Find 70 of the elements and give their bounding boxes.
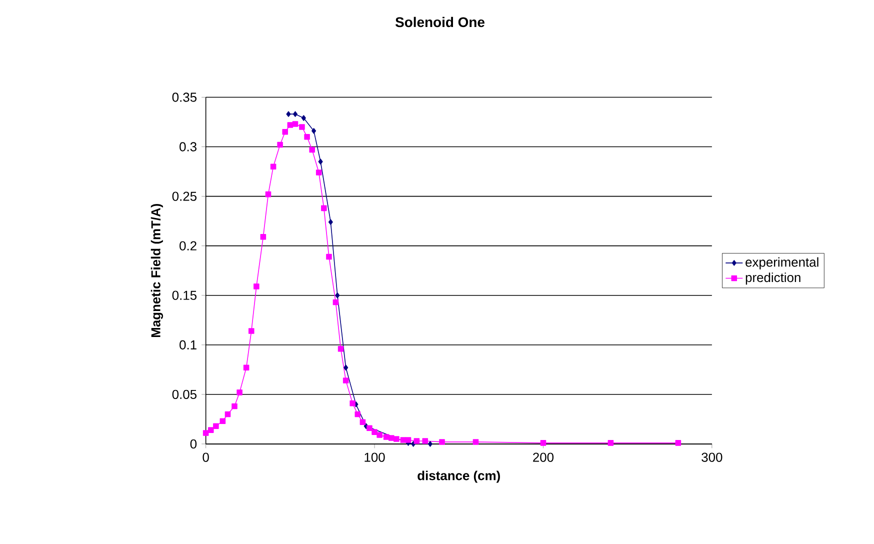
point (608, 440, 614, 446)
point (388, 435, 394, 441)
point (338, 346, 344, 352)
y-axis-title: Magnetic Field (mT/A) (150, 204, 164, 338)
point (254, 284, 260, 290)
point (360, 419, 366, 426)
point (301, 115, 306, 121)
point (286, 111, 291, 117)
point (232, 403, 238, 410)
point (292, 121, 298, 127)
point (344, 364, 348, 371)
point (414, 438, 420, 444)
chart-title: Solenoid One (395, 16, 484, 28)
point (439, 439, 445, 445)
y-tick-label: 0 (190, 439, 197, 449)
point (326, 254, 332, 260)
point (342, 378, 349, 384)
point (394, 436, 400, 442)
point (208, 427, 214, 433)
point (372, 429, 378, 435)
point (335, 292, 340, 298)
point (354, 411, 361, 418)
point (366, 425, 372, 431)
x-tick-label: 0 (202, 452, 209, 462)
x-tick-label: 100 (364, 452, 385, 462)
point (260, 234, 266, 240)
point (224, 411, 231, 418)
point (332, 299, 339, 306)
point (282, 129, 288, 135)
point (316, 170, 322, 176)
point (213, 423, 219, 429)
point (318, 158, 323, 165)
y-tick-label: 0.35 (172, 92, 197, 102)
y-tick-label: 0.25 (172, 192, 197, 201)
point (350, 400, 356, 406)
point (376, 432, 382, 438)
point (304, 134, 310, 140)
point (202, 430, 209, 436)
y-tick-label: 0.2 (180, 241, 196, 250)
point (243, 364, 250, 371)
y-tick-label: 0.15 (172, 290, 197, 300)
point (299, 124, 305, 130)
point (287, 122, 294, 128)
x-axis-title: distance (cm) (418, 470, 500, 483)
point (472, 439, 479, 445)
point (383, 434, 390, 440)
legend-label: prediction (746, 272, 800, 285)
point (321, 205, 327, 212)
point (248, 328, 254, 334)
point (265, 191, 272, 198)
y-tick-label: 0.3 (180, 142, 196, 152)
x-tick-label: 300 (702, 452, 722, 462)
point (236, 390, 242, 396)
point (270, 164, 276, 170)
point (422, 438, 428, 444)
legend-label: experimental (746, 257, 818, 270)
point (312, 128, 316, 134)
point (675, 440, 682, 446)
point (220, 418, 226, 424)
y-tick-label: 0.05 (172, 390, 197, 399)
point (405, 437, 412, 443)
point (292, 111, 298, 117)
point (428, 441, 432, 447)
point (277, 142, 283, 148)
point (328, 219, 333, 225)
point (400, 437, 406, 443)
point (309, 146, 315, 153)
x-tick-label: 200 (533, 452, 554, 462)
point (540, 440, 546, 446)
y-tick-label: 0.1 (180, 340, 196, 350)
